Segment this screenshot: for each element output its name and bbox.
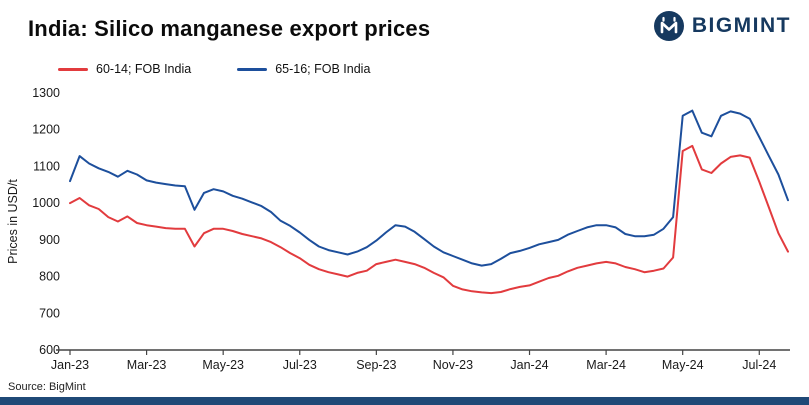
x-tick-label: Jul-23: [283, 358, 317, 372]
series-line-0: [69, 144, 789, 295]
y-tick-label: 1300: [32, 86, 60, 100]
legend-label-60-14: 60-14; FOB India: [96, 62, 192, 76]
x-tick-label: May-24: [662, 358, 704, 372]
x-tick-label: Nov-23: [433, 358, 473, 372]
x-tick-label: Sep-23: [356, 358, 396, 372]
x-tick-label: Jan-23: [51, 358, 89, 372]
legend-item-60-14: 60-14; FOB India: [58, 62, 191, 76]
series-line-1: [69, 109, 789, 267]
legend-swatch-red: [58, 67, 88, 71]
legend-item-65-16: 65-16; FOB India: [237, 62, 370, 76]
bottom-brand-strip: [0, 397, 809, 405]
bigmint-logo-icon: [653, 11, 684, 41]
y-tick-label: 700: [39, 306, 60, 320]
x-tick-label: Mar-23: [127, 358, 167, 372]
legend-label-65-16: 65-16; FOB India: [275, 62, 371, 76]
x-tick-label: Jan-24: [510, 358, 548, 372]
x-tick-label: Mar-24: [586, 358, 626, 372]
bigmint-logo: BIGMINT: [653, 10, 791, 42]
chart-title: India: Silico manganese export prices: [28, 16, 431, 41]
source-note: Source: BigMint: [8, 381, 86, 393]
x-tick-label: May-23: [202, 358, 244, 372]
x-tick-label: Jul-24: [742, 358, 776, 372]
y-tick-label: 800: [39, 270, 60, 284]
chart-legend: 60-14; FOB India 65-16; FOB India: [58, 62, 370, 76]
y-tick-label: 1200: [32, 123, 60, 137]
bigmint-logo-text: BIGMINT: [691, 14, 791, 37]
y-axis-title: Prices in USD/t: [6, 179, 20, 264]
y-tick-label: 1100: [33, 159, 60, 173]
y-tick-label: 900: [39, 233, 60, 247]
legend-swatch-blue: [237, 67, 268, 71]
y-tick-label: 1000: [32, 196, 60, 210]
y-tick-label: 600: [39, 343, 60, 357]
